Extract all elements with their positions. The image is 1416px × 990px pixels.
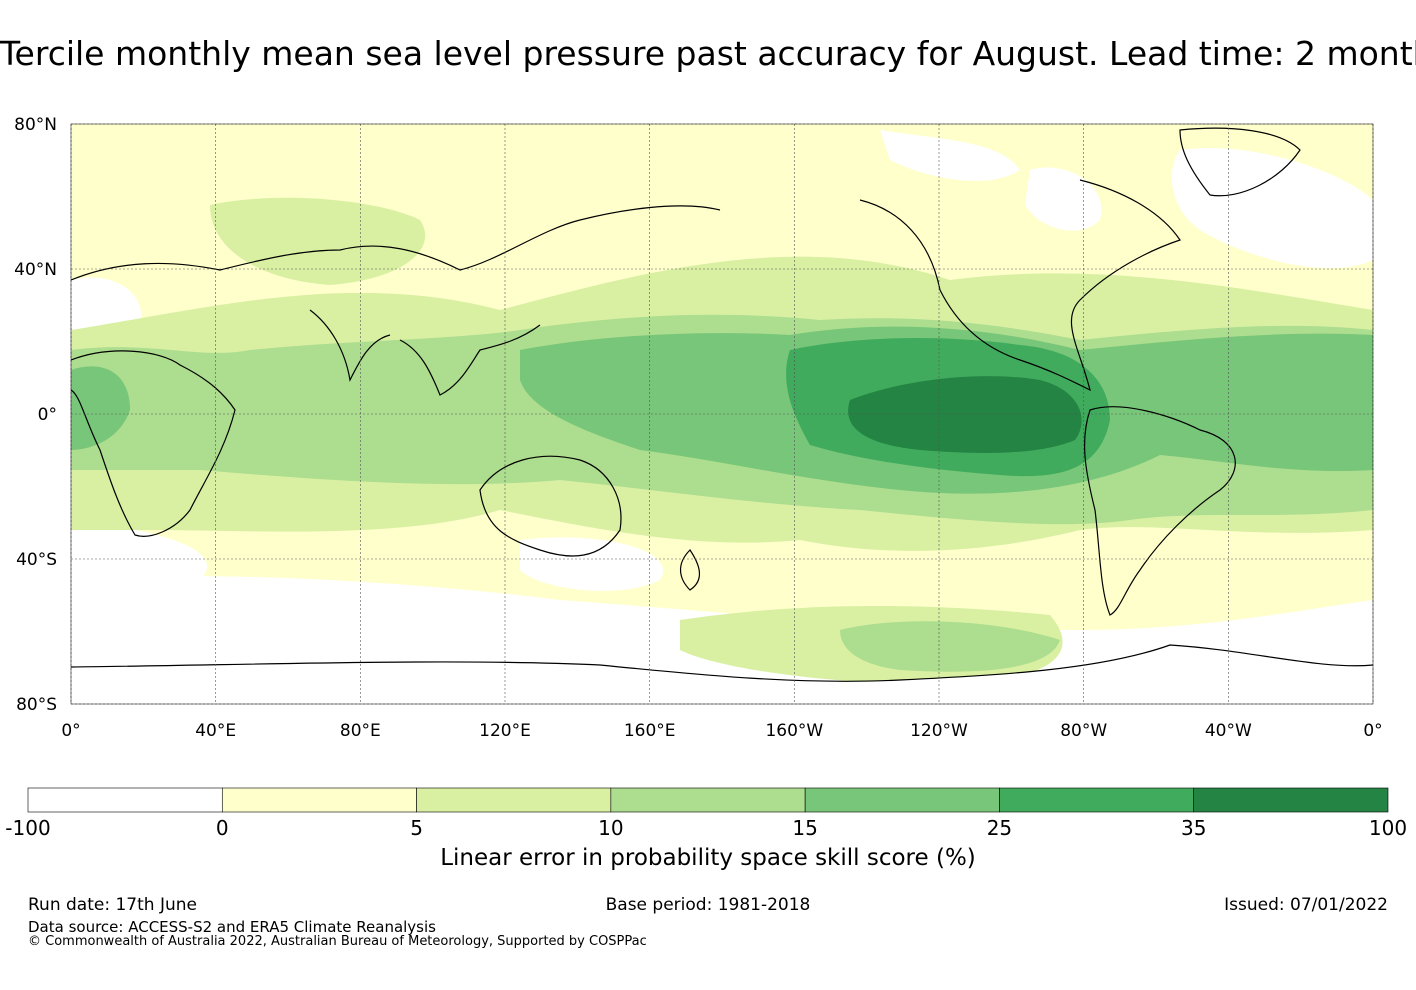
region-negative-north-america [1025,167,1102,231]
colorbar-tick-4: 15 [792,816,817,840]
region-negative-siberia [880,130,1020,181]
colorbar-box-0 [27,787,223,813]
band-5-10-asia [210,197,426,285]
colorbar-tick-7: 100 [1369,816,1407,840]
coast-greenland [1179,127,1301,197]
colorbar-svg: -100 0 5 10 15 25 35 100 [5,787,1407,840]
coast-new-zealand [680,549,700,591]
coast-india [309,309,391,382]
colorbar: -100 0 5 10 15 25 35 100 [0,780,1416,880]
lon-label-4: 160°E [624,721,676,741]
copyright: © Commonwealth of Australia 2022, Austra… [28,934,647,949]
map-panel: 80°N 40°N 0° 40°S 80°S 0° 40°E 80°E 120°E 160°E 1… [0,110,1416,750]
colorbar-box-1 [221,787,417,813]
latitude-labels: 80°N 40°N 0° 40°S 80°S [14,115,57,715]
coast-north-america [859,179,1181,392]
region-negative-south-pacific [520,537,664,591]
antarctica-land [71,645,1373,704]
colorbar-boxes [27,787,1389,813]
issued-date: Issued: 07/01/2022 [1224,895,1388,915]
lat-label-0: 80°N [14,115,57,135]
region-negative-north-atlantic [1171,148,1373,269]
colorbar-tick-6: 35 [1181,816,1206,840]
band-35-100-pacific [848,376,1082,453]
coast-antarctica [71,644,1373,682]
run-date: Run date: 17th June [28,895,197,915]
base-period: Base period: 1981-2018 [605,895,811,915]
lon-label-1: 40°E [195,721,236,741]
coast-europe-asia [71,205,721,281]
skill-map: 80°N 40°N 0° 40°S 80°S 0° 40°E 80°E 120°E 160°E 1… [14,115,1383,741]
data-source: Data source: ACCESS-S2 and ERA5 Climate … [28,918,436,936]
band-15-25-atlantic [71,366,130,450]
skill-shading [71,130,1373,704]
lon-label-2: 80°E [340,721,381,741]
colorbar-tick-5: 25 [987,816,1012,840]
colorbar-box-5 [999,787,1195,813]
colorbar-box-6 [1193,787,1389,813]
lon-label-6: 120°W [910,721,968,741]
map-title: Tercile monthly mean sea level pressure … [0,34,1416,73]
lon-label-8: 40°W [1205,721,1252,741]
lon-label-0: 0° [61,721,80,741]
map-frame [70,123,1374,705]
longitude-labels: 0° 40°E 80°E 120°E 160°E 160°W 120°W 80°W 40°W 0° [61,721,1382,741]
colorbar-tick-2: 5 [410,816,423,840]
lat-label-1: 40°N [14,260,57,280]
colorbar-tick-3: 10 [598,816,623,840]
coast-australia [479,455,622,557]
coastlines [71,127,1373,682]
lon-label-3: 120°E [479,721,531,741]
colorbar-tick-1: 0 [216,816,229,840]
colorbar-label: Linear error in probability space skill … [440,845,976,871]
lon-label-5: 160°W [765,721,823,741]
band-10-15-southern-ocean [840,621,1060,672]
lat-label-4: 80°S [16,695,57,715]
colorbar-tick-0: -100 [5,816,50,840]
lat-label-2: 0° [38,405,57,425]
coast-africa [71,350,236,537]
region-negative-south-atlantic [71,520,208,590]
lat-label-3: 40°S [16,550,57,570]
colorbar-box-2 [416,787,612,813]
colorbar-ticks: -100 0 5 10 15 25 35 100 [5,816,1407,840]
coast-south-america [1083,406,1236,616]
colorbar-box-3 [610,787,806,813]
lon-label-7: 80°W [1060,721,1107,741]
coast-se-asia [399,324,541,396]
colorbar-box-4 [804,787,1000,813]
lon-label-9: 0° [1363,721,1382,741]
